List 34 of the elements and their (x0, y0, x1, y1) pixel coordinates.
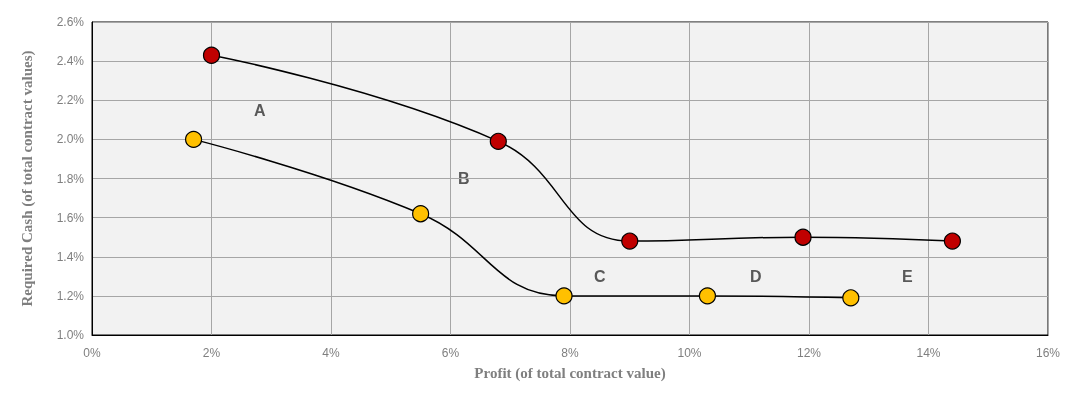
x-tick-label: 4% (322, 346, 340, 360)
point (698, 287, 717, 305)
y-tick-label: 1.4% (56, 249, 85, 264)
point (621, 232, 639, 250)
annotation: C (594, 267, 606, 285)
point (184, 130, 203, 148)
point (202, 46, 221, 64)
y-axis-title: Required Cash (of total contract values) (18, 50, 36, 307)
y-tick-label: 2.6% (56, 15, 85, 29)
point (555, 287, 573, 305)
y-tick-label: 2.4% (56, 54, 85, 69)
point (412, 205, 430, 223)
y-tick-label: 1.6% (56, 210, 85, 225)
point (943, 232, 961, 250)
x-tick-label: 6% (441, 346, 460, 360)
x-tick-label: 10% (677, 346, 702, 360)
x-tick-label: 0% (83, 346, 101, 360)
x-tick-label: 12% (796, 346, 822, 360)
y-tick-label: 2.0% (56, 132, 85, 147)
annotation: D (750, 267, 762, 285)
x-axis-title: Profit (of total contract value) (474, 364, 666, 382)
point (842, 289, 860, 307)
point (794, 228, 812, 246)
x-tick-label: 16% (1035, 346, 1061, 360)
x-tick-label: 8% (561, 346, 579, 360)
y-tick-label: 1.8% (56, 171, 85, 186)
annotation: A (254, 101, 266, 119)
y-tick-label: 1.2% (56, 288, 85, 303)
annotation: E (902, 267, 913, 285)
point (489, 132, 507, 150)
x-tick-label: 14% (916, 346, 941, 360)
x-tick-label: 2% (202, 346, 221, 360)
y-tick-label: 1.0% (56, 328, 85, 342)
y-tick-label: 2.2% (56, 93, 85, 108)
